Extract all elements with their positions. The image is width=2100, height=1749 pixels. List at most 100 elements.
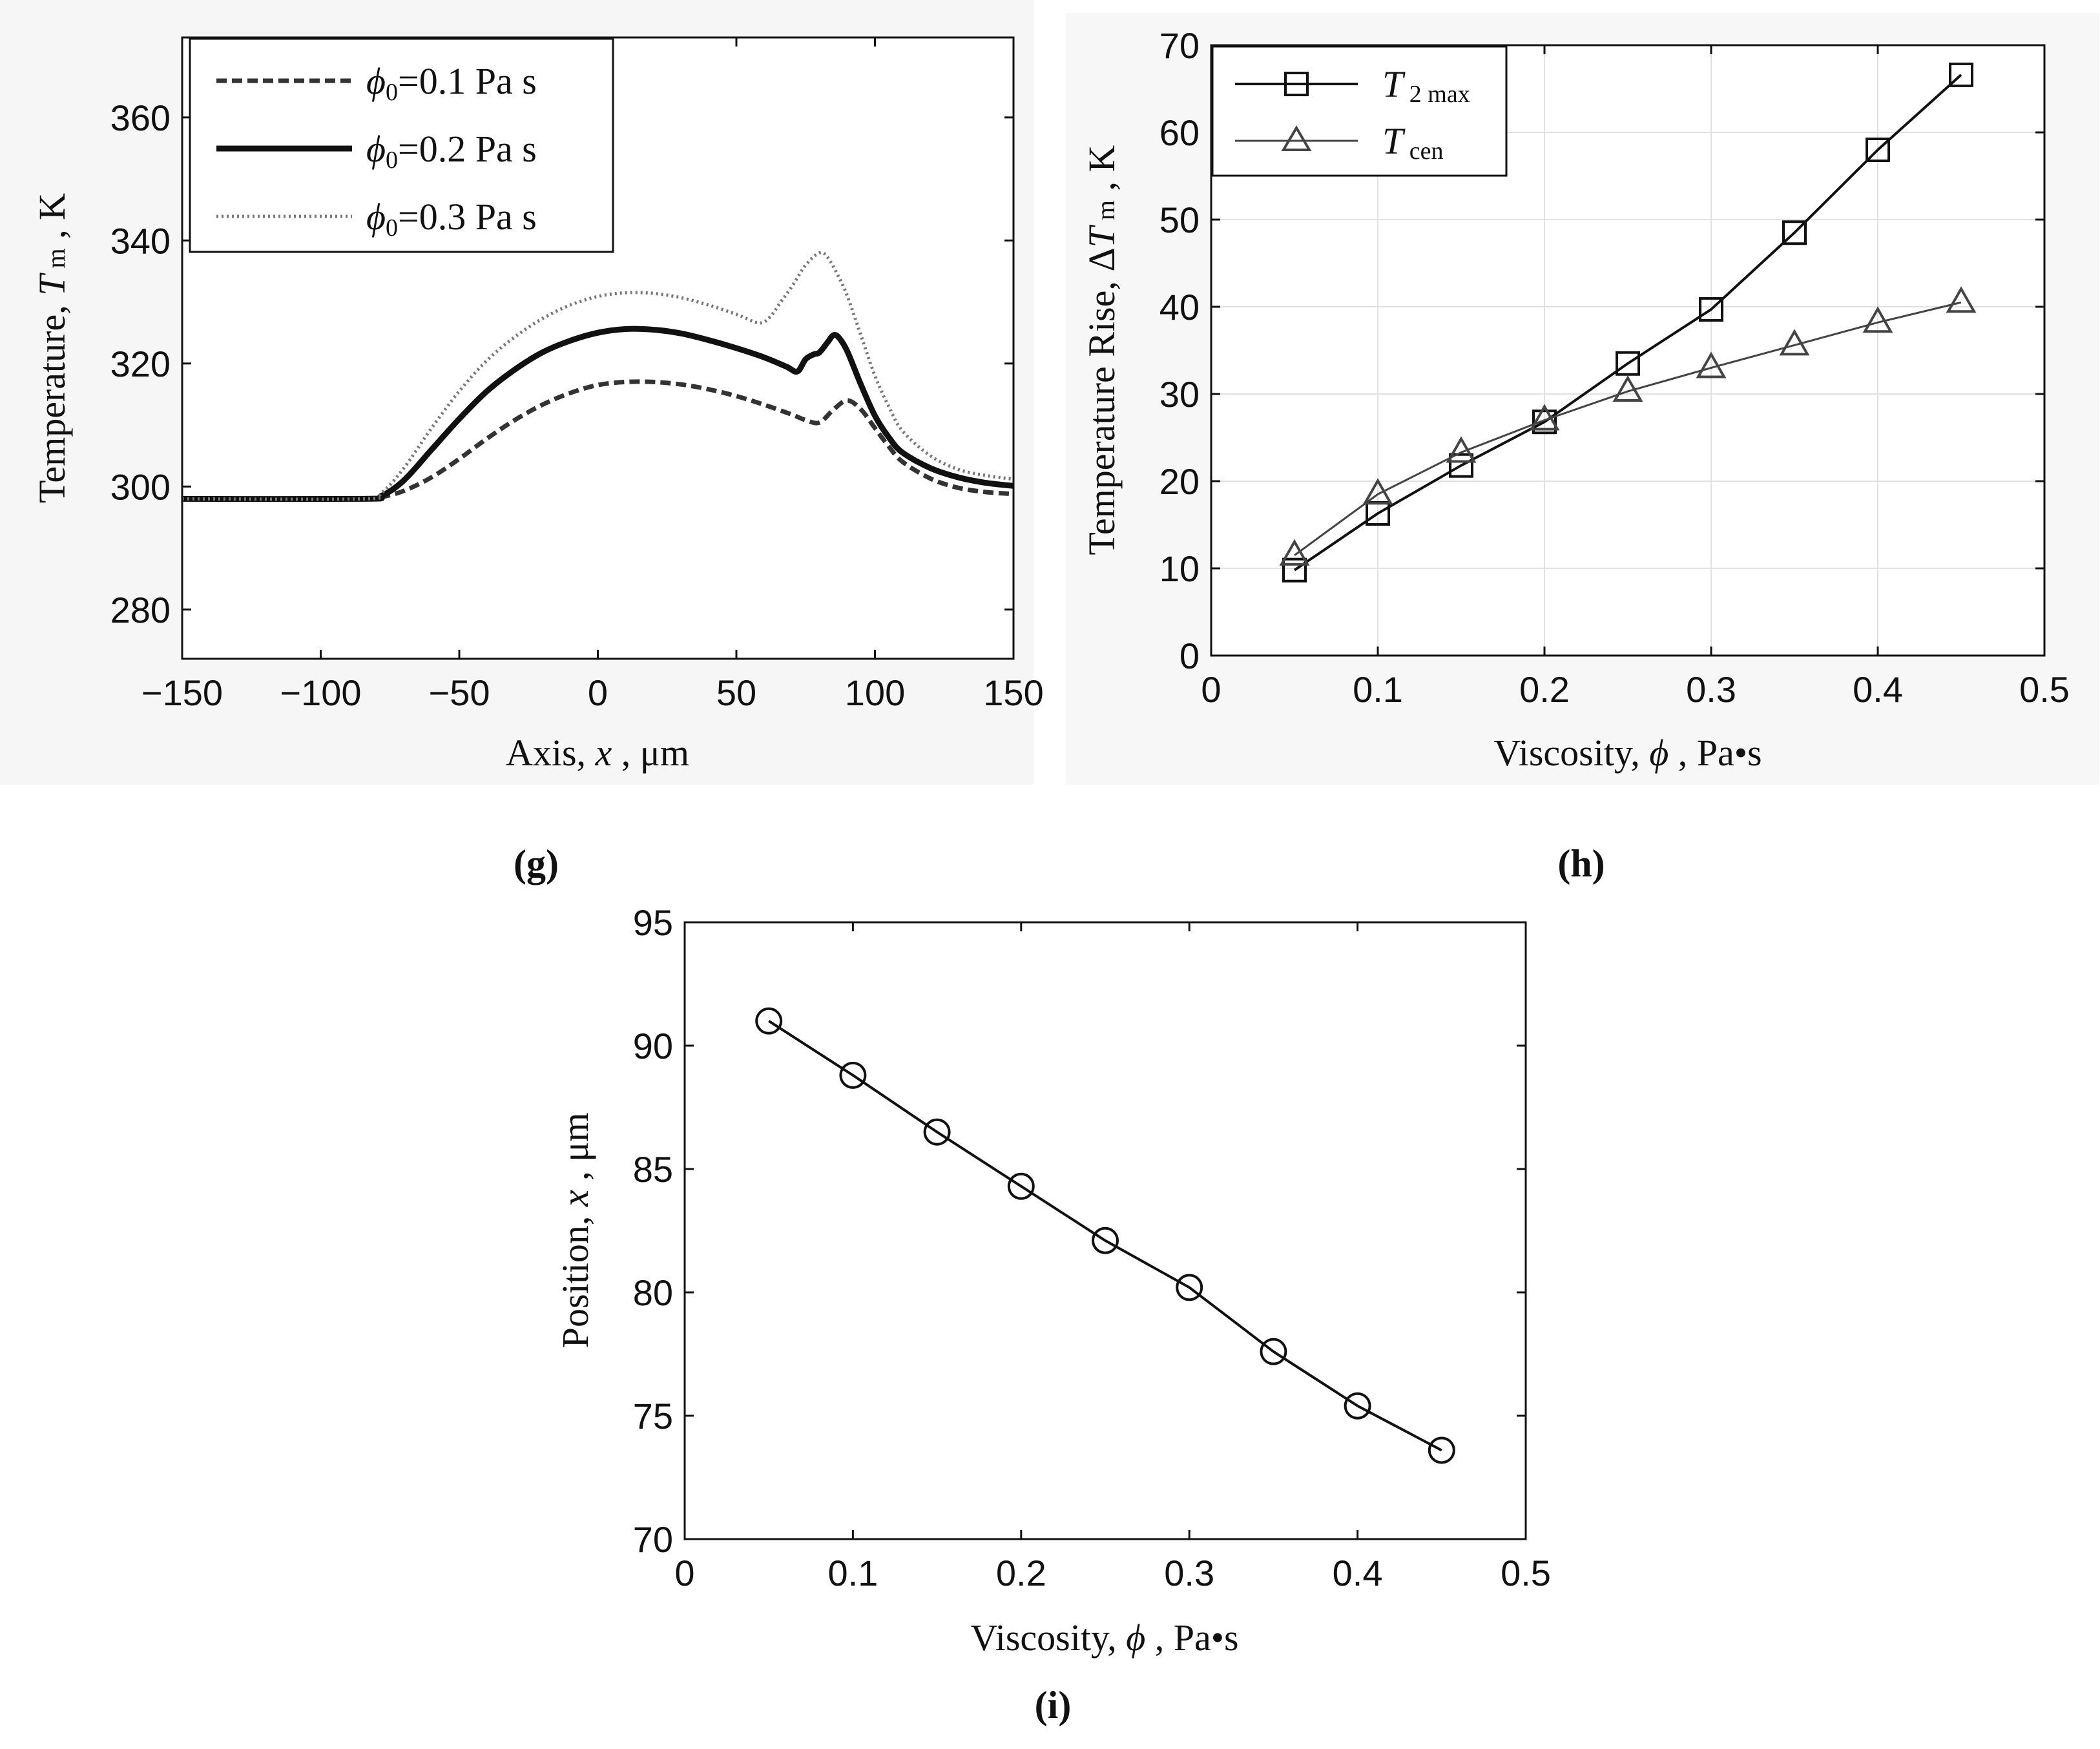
panel-i-series-0-point-2: [923, 1118, 951, 1146]
panel-i-xtick-label-0: 0: [674, 1553, 694, 1593]
panel-h-series-0-point-8: [1949, 62, 1973, 87]
panel-i-plot-area: [685, 922, 1526, 1539]
panel-g-yticks: 280 300 320 340 360: [110, 98, 1014, 630]
panel-g-ytick-label-2: 320: [110, 344, 171, 384]
panel-i-series-0-point-8: [1428, 1436, 1455, 1464]
panel-g-series: [182, 251, 1014, 502]
panel-h-series-1-point-2: [1446, 436, 1477, 463]
panel-i-xlabel: Viscosity, ϕ , Pa•s: [970, 1617, 1238, 1659]
panel-h-series-0-point-4: [1616, 351, 1640, 376]
panel-h-legend-label-1: T 2 max: [1382, 63, 1470, 108]
panel-h-ytick-label-3: 30: [1159, 374, 1200, 415]
panel-h-label: (h): [1557, 842, 1605, 885]
panel-g-ytick-label-3: 340: [110, 220, 171, 261]
panel-h-legend-box: [1211, 45, 1508, 177]
panel-g-label: (g): [514, 842, 559, 885]
panel-h-series-0-point-3: [1532, 409, 1557, 435]
panel-h-series-1-point-0: [1279, 539, 1310, 566]
panel-i-series-0-point-7: [1344, 1392, 1371, 1420]
panel-h-legend-marker-2: [1281, 125, 1312, 151]
panel-g-ytick-label-4: 360: [110, 98, 171, 138]
panel-i-ylabel: Position, x , μm: [554, 1113, 596, 1349]
panel-g-xtick-label-3: 0: [588, 672, 608, 713]
panel-i-series-0-point-1: [839, 1061, 867, 1089]
panel-h-ytick-label-6: 60: [1159, 112, 1200, 153]
panel-i-ytick-label-1: 75: [633, 1396, 673, 1436]
panel-h-series-0-point-7: [1866, 138, 1890, 162]
panel-h-xtick-label-0: 0: [1201, 669, 1221, 710]
panel-i-ytick-label-3: 85: [633, 1149, 673, 1190]
panel-g-series-line-0: [182, 379, 1014, 502]
panel-h-series-0-point-5: [1699, 297, 1723, 322]
panel-i-series-0-point-5: [1176, 1274, 1203, 1301]
panel-g-xlabel: Axis, x , μm: [506, 732, 689, 774]
panel-i-series-line-0: [768, 1020, 1442, 1452]
panel-g-legend-box: [189, 37, 614, 253]
panel-g-axes-box: [181, 36, 1015, 660]
panel-h-xtick-label-4: 0.4: [1853, 669, 1903, 710]
panel-h-series-1-point-1: [1362, 478, 1393, 505]
panel-i-xticks: 0 0.1 0.2 0.3 0.4 0.5: [674, 922, 1551, 1593]
panel-h-xticks: 0 0.1 0.2 0.3 0.4 0.5: [1201, 45, 2070, 710]
panel-i-xtick-label-4: 0.4: [1333, 1553, 1383, 1593]
panel-h-ytick-label-2: 20: [1159, 461, 1200, 502]
panel-i-yticks: 70 75 80 85 90 95: [633, 902, 1526, 1560]
panel-i-ytick-label-2: 80: [633, 1272, 673, 1313]
panel-g-xtick-label-2: −50: [429, 672, 490, 713]
panel-i: 0 0.1 0.2 0.3 0.4 0.5 70 75 80 85 90 95 Viscosity,…: [554, 902, 1551, 1726]
panel-g-xtick-label-6: 150: [983, 672, 1043, 713]
panel-h-ytick-label-4: 40: [1159, 287, 1200, 327]
panel-h-xtick-label-2: 0.2: [1519, 669, 1570, 710]
panel-h-series-1-point-3: [1529, 404, 1560, 431]
panel-g-ytick-label-0: 280: [110, 590, 171, 630]
panel-i-xtick-label-3: 0.3: [1164, 1553, 1214, 1593]
panel-i-series-0-point-4: [1092, 1226, 1119, 1254]
panel-h-series-line-0: [1293, 74, 1962, 572]
panel-h-legend-marker-1: [1284, 72, 1309, 96]
panel-i-xtick-label-1: 0.1: [827, 1553, 878, 1593]
panel-i-axes-box: [683, 921, 1527, 1540]
panel-h-series-1-point-5: [1696, 351, 1727, 378]
panel-g-legend: ϕ0=0.1 Pa s ϕ0=0.2 Pa s ϕ0=0.3 Pa s: [189, 37, 614, 253]
panel-i-ytick-label-4: 90: [633, 1026, 673, 1066]
panel-g-ylabel: Temperature, T m , K: [31, 193, 73, 503]
panel-i-ytick-label-5: 95: [633, 902, 673, 943]
panel-g-legend-label-2: ϕ0=0.2 Pa s: [366, 128, 537, 174]
panel-h-ytick-label-1: 10: [1159, 548, 1200, 589]
panel-h-xtick-label-3: 0.3: [1686, 669, 1736, 710]
panel-i-series-0-point-0: [755, 1007, 783, 1035]
panel-i-label: (i): [1035, 1684, 1072, 1726]
panel-h-xlabel: Viscosity, ϕ , Pa•s: [1493, 732, 1762, 774]
panel-g-legend-label-1: ϕ0=0.1 Pa s: [366, 60, 537, 106]
panel-i-series-0-point-6: [1260, 1338, 1287, 1365]
panel-h-series-1-point-6: [1779, 329, 1810, 356]
panel-g-ytick-label-1: 300: [110, 466, 171, 507]
panel-h-legend: T 2 max T cen: [1211, 45, 1508, 177]
panel-i-xtick-label-5: 0.5: [1501, 1553, 1551, 1593]
panel-i-series: [755, 1007, 1455, 1464]
panel-h-xtick-label-1: 0.1: [1353, 669, 1403, 710]
panel-g-series-line-1: [182, 326, 1014, 502]
panel-g-xtick-label-5: 100: [845, 672, 905, 713]
panel-h-ytick-label-5: 50: [1159, 200, 1200, 240]
panel-h-axes-box: [1210, 44, 2046, 657]
panel-i-ytick-label-0: 70: [633, 1519, 673, 1560]
panel-g-xtick-label-1: −100: [280, 672, 361, 713]
panel-h-series-1-point-8: [1946, 286, 1977, 313]
panel-h-series-0-point-2: [1449, 453, 1473, 478]
panel-h-xtick-label-5: 0.5: [2019, 669, 2070, 710]
panel-g-xtick-label-4: 50: [716, 672, 756, 713]
panel-h-yticks: 0 10 20 30 40 50 60 70: [1159, 25, 2044, 676]
panel-h-series-0-point-0: [1282, 557, 1307, 583]
panel-h-series-1-point-7: [1862, 306, 1893, 333]
panel-h-series-1-point-4: [1612, 375, 1643, 402]
panel-h-ytick-label-0: 0: [1180, 636, 1200, 676]
panel-h: 0 0.1 0.2 0.3 0.4 0.5 0 10 20 30 40 50 60 70 T 2 max…: [1066, 13, 2099, 885]
panel-i-xtick-label-2: 0.2: [996, 1553, 1046, 1593]
panel-h-ylabel: Temperature Rise, ΔT m , K: [1081, 145, 1123, 555]
panel-i-series-0-point-3: [1007, 1172, 1035, 1200]
panel-h-ytick-label-7: 70: [1159, 25, 1200, 66]
panel-h-series: [1279, 62, 1977, 583]
panel-h-series-line-1: [1294, 301, 1962, 556]
